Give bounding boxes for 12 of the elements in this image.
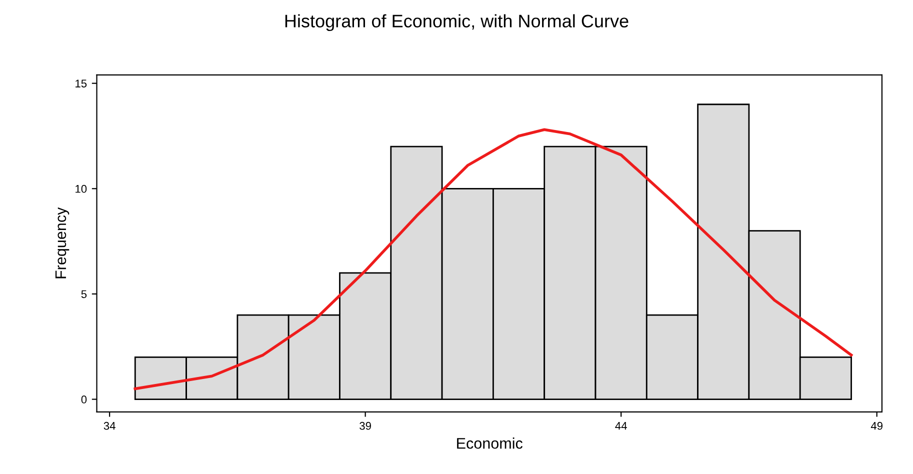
y-tick-label: 5 [81,290,87,298]
y-tick-label: 15 [76,80,87,88]
y-tick-label: 0 [81,396,87,404]
y-tick-label: 10 [76,184,87,193]
line-series [134,128,853,390]
x-tick-label: 49 [870,422,882,430]
x-tick-label: 44 [615,422,627,430]
chart-title: Histogram of Economic, with Normal Curve [285,14,628,32]
x-tick-label: 39 [360,422,371,430]
x-axis-title: Economic [457,438,523,449]
y-axis-title: Frequency [55,207,70,278]
x-tick-label: 34 [104,422,116,430]
